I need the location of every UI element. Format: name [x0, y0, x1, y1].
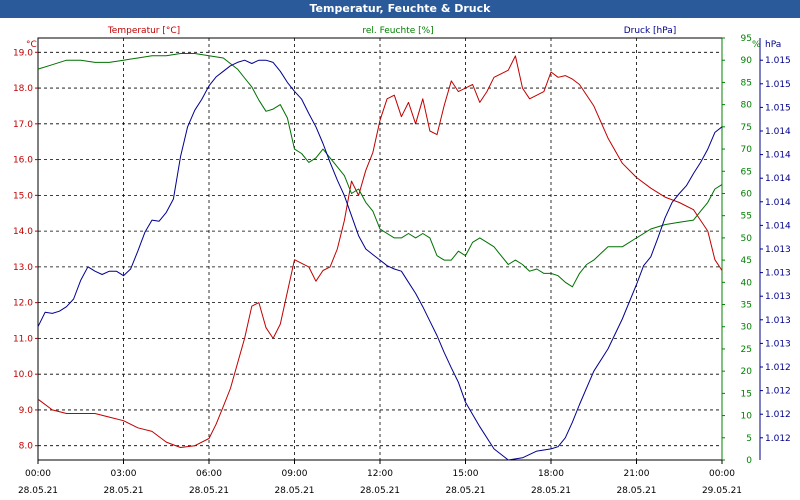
series-line-temperature	[37, 55, 723, 448]
humidity-tick-label: 0	[746, 456, 752, 466]
humidity-tick-label: 25	[741, 345, 752, 355]
pressure-axis-label: Druck [hPa]	[624, 26, 677, 36]
x-tick-date: 28.05.21	[18, 486, 58, 496]
x-tick-date: 28.05.21	[616, 486, 656, 496]
humidity-tick-label: 85	[741, 78, 752, 88]
temperature-tick-label: 15.0	[13, 191, 33, 201]
humidity-axis-label: rel. Feuchte [%]	[362, 26, 433, 36]
x-tick-time: 06:00	[196, 469, 222, 479]
humidity-unit: %	[752, 40, 761, 50]
pressure-tick-label: 1.014	[765, 174, 791, 184]
temperature-tick-label: 16.0	[13, 156, 33, 166]
pressure-ticks: 1.012 1.012 1.012 1.012 1.013 1.013 1.013 1.013…	[760, 56, 791, 444]
humidity-ticks: 0 5 10 15 20 25 30 35 40 45 50 55 60 65 70 75 80 85 90 95	[722, 34, 752, 466]
temperature-tick-label: 19.0	[13, 48, 33, 58]
pressure-tick-label: 1.015	[765, 103, 791, 113]
humidity-tick-label: 40	[741, 278, 753, 288]
humidity-tick-label: 60	[741, 189, 753, 199]
temperature-tick-label: 14.0	[13, 227, 33, 237]
humidity-tick-label: 10	[741, 412, 753, 422]
humidity-tick-label: 55	[741, 212, 752, 222]
temperature-tick-label: 11.0	[13, 334, 33, 344]
pressure-tick-label: 1.013	[765, 269, 791, 279]
pressure-tick-label: 1.014	[765, 151, 791, 161]
temperature-tick-label: 17.0	[13, 120, 33, 130]
temperature-ticks: 8.0 9.0 10.0 11.0 12.0 13.0 14.0 15.0 16.0 17.0 18…	[13, 48, 38, 452]
pressure-unit: hPa	[765, 40, 781, 50]
temperature-tick-label: 10.0	[13, 370, 33, 380]
pressure-tick-label: 1.013	[765, 339, 791, 349]
humidity-tick-label: 15	[741, 389, 752, 399]
pressure-tick-label: 1.013	[765, 292, 791, 302]
x-tick-time: 18:00	[538, 469, 564, 479]
pressure-tick-label: 1.013	[765, 245, 791, 255]
pressure-tick-label: 1.012	[765, 387, 791, 397]
humidity-tick-label: 90	[741, 56, 753, 66]
x-tick-time: 12:00	[367, 469, 393, 479]
x-tick-date: 28.05.21	[274, 486, 314, 496]
temperature-tick-label: 13.0	[13, 263, 33, 273]
pressure-tick-label: 1.012	[765, 434, 791, 444]
x-tick-time: 15:00	[453, 469, 479, 479]
humidity-tick-label: 45	[741, 256, 752, 266]
humidity-tick-label: 95	[741, 34, 752, 44]
temperature-axis-label: Temperatur [°C]	[107, 26, 180, 36]
humidity-tick-label: 20	[741, 367, 753, 377]
pressure-tick-label: 1.015	[765, 80, 791, 90]
humidity-tick-label: 80	[741, 101, 753, 111]
humidity-tick-label: 30	[741, 323, 753, 333]
chart-title: Temperatur, Feuchte & Druck	[0, 0, 800, 18]
humidity-tick-label: 5	[746, 434, 752, 444]
temperature-unit: °C	[26, 40, 37, 50]
pressure-tick-label: 1.012	[765, 363, 791, 373]
x-tick-date: 29.05.21	[702, 486, 742, 496]
pressure-tick-label: 1.014	[765, 198, 791, 208]
temperature-tick-label: 18.0	[13, 84, 33, 94]
x-tick-date: 28.05.21	[189, 486, 229, 496]
x-ticks: 00:00 28.05.21 03:00 28.05.21 06:00 28.05.21 0…	[18, 460, 742, 496]
series-line-pressure	[37, 59, 723, 461]
humidity-tick-label: 70	[741, 145, 753, 155]
x-tick-time: 09:00	[282, 469, 308, 479]
humidity-tick-label: 50	[741, 234, 753, 244]
temperature-tick-label: 9.0	[19, 406, 34, 416]
humidity-tick-label: 35	[741, 301, 752, 311]
x-tick-time: 21:00	[624, 469, 650, 479]
pressure-tick-label: 1.013	[765, 316, 791, 326]
x-tick-time: 00:00	[709, 469, 735, 479]
pressure-tick-label: 1.012	[765, 410, 791, 420]
x-tick-time: 03:00	[111, 469, 137, 479]
x-tick-date: 28.05.21	[445, 486, 485, 496]
temperature-tick-label: 12.0	[13, 299, 33, 309]
temperature-tick-label: 8.0	[19, 442, 34, 452]
humidity-tick-label: 75	[741, 123, 752, 133]
x-tick-date: 28.05.21	[360, 486, 400, 496]
series-lines	[37, 53, 723, 461]
pressure-tick-label: 1.014	[765, 127, 791, 137]
humidity-tick-label: 65	[741, 167, 752, 177]
pressure-tick-label: 1.014	[765, 221, 791, 231]
pressure-tick-label: 1.015	[765, 56, 791, 66]
series-line-humidity	[37, 53, 723, 288]
x-tick-date: 28.05.21	[103, 486, 143, 496]
x-tick-date: 28.05.21	[531, 486, 571, 496]
chart-canvas: Temperatur [°C] rel. Feuchte [%] Druck […	[13, 26, 791, 496]
x-tick-time: 00:00	[25, 469, 51, 479]
grid-lines	[38, 38, 722, 460]
